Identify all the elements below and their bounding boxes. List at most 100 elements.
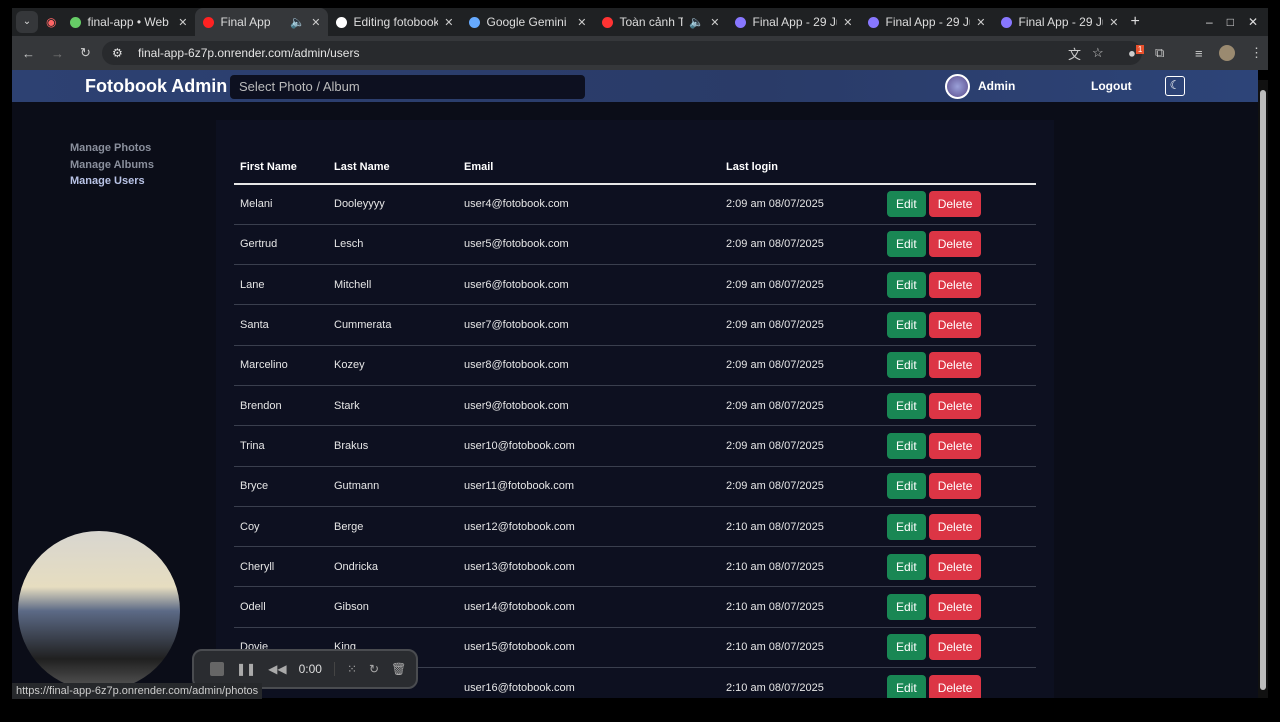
audio-icon[interactable]: 🔈 bbox=[290, 15, 306, 29]
tab-2[interactable]: Editing fotobook ✕ bbox=[328, 8, 461, 36]
tab-0[interactable]: final-app • Web ✕ bbox=[62, 8, 195, 36]
forward-icon[interactable]: → bbox=[51, 45, 64, 61]
delete-button[interactable]: Delete bbox=[928, 432, 982, 459]
extension-icon[interactable]: ● 1 bbox=[1128, 45, 1145, 61]
edit-button[interactable]: Edit bbox=[887, 312, 926, 339]
stop-icon[interactable] bbox=[210, 662, 224, 676]
media-control-icon[interactable]: ≡ bbox=[1195, 45, 1203, 61]
cell-last-login: 2:09 am 08/07/2025 bbox=[720, 385, 881, 427]
rewind-icon[interactable]: ◀◀ bbox=[268, 662, 287, 676]
grid-icon[interactable]: ⁙ bbox=[333, 662, 357, 676]
restart-icon[interactable]: ↻ bbox=[369, 662, 380, 676]
table-row: Melani Dooleyyyy user4@fotobook.com 2:09 am… bbox=[234, 184, 1036, 225]
tab-close-icon[interactable]: ✕ bbox=[843, 16, 853, 29]
cell-last-login: 2:10 am 08/07/2025 bbox=[720, 546, 881, 588]
sidebar-item-users[interactable]: Manage Users bbox=[70, 175, 145, 187]
sidebar: Manage Photos Manage Albums Manage Users bbox=[70, 140, 154, 190]
cell-actions: Edit Delete bbox=[881, 304, 1036, 346]
tab-close-icon[interactable]: ✕ bbox=[976, 16, 986, 29]
delete-button[interactable]: Delete bbox=[928, 553, 982, 580]
edit-button[interactable]: Edit bbox=[887, 392, 926, 419]
tab-4[interactable]: Toàn cảnh Th 🔈 ✕ bbox=[594, 8, 727, 36]
edit-button[interactable]: Edit bbox=[887, 473, 926, 500]
extensions-puzzle-icon[interactable]: ⧉ bbox=[1155, 45, 1165, 60]
record-icon[interactable]: ◉ bbox=[46, 15, 57, 29]
cell-email: user5@fotobook.com bbox=[458, 224, 720, 266]
logout-link[interactable]: Logout bbox=[1091, 79, 1132, 93]
tab-close-icon[interactable]: ✕ bbox=[178, 16, 188, 29]
sidebar-item-albums[interactable]: Manage Albums bbox=[70, 158, 154, 171]
tab-5[interactable]: Final App - 29 Ju ✕ bbox=[727, 8, 860, 36]
tab-close-icon[interactable]: ✕ bbox=[311, 16, 321, 29]
trash-icon[interactable]: 🗑 bbox=[391, 662, 407, 676]
tab-title: final-app • Web bbox=[87, 15, 169, 29]
delete-button[interactable]: Delete bbox=[928, 594, 982, 621]
header-actions bbox=[881, 150, 1036, 185]
edit-button[interactable]: Edit bbox=[887, 594, 926, 621]
menu-icon[interactable]: ⋮ bbox=[1250, 45, 1263, 60]
delete-button[interactable]: Delete bbox=[928, 473, 982, 500]
cell-email: user14@fotobook.com bbox=[458, 586, 720, 628]
edit-button[interactable]: Edit bbox=[887, 271, 926, 298]
edit-button[interactable]: Edit bbox=[887, 231, 926, 258]
reload-icon[interactable]: ↻ bbox=[80, 45, 91, 60]
brand-title[interactable]: Fotobook Admin bbox=[85, 76, 228, 96]
cell-last-login: 2:10 am 08/07/2025 bbox=[720, 667, 881, 698]
cell-actions: Edit Delete bbox=[881, 627, 1036, 669]
moon-icon: ☾ bbox=[1169, 78, 1181, 92]
edit-button[interactable]: Edit bbox=[887, 191, 926, 218]
cell-email: user9@fotobook.com bbox=[458, 385, 720, 427]
delete-button[interactable]: Delete bbox=[928, 634, 982, 661]
cell-email: user16@fotobook.com bbox=[458, 667, 720, 698]
dark-mode-toggle[interactable]: ☾ bbox=[1165, 76, 1185, 96]
tab-3[interactable]: Google Gemini ✕ bbox=[461, 8, 594, 36]
tab-7[interactable]: Final App - 29 Ju ✕ bbox=[993, 8, 1126, 36]
translate-icon[interactable]: 文 bbox=[1068, 46, 1082, 62]
back-icon[interactable]: ← bbox=[22, 45, 35, 61]
scrollbar-thumb[interactable] bbox=[1260, 90, 1266, 690]
profile-avatar[interactable] bbox=[1219, 45, 1235, 61]
tab-close-icon[interactable]: ✕ bbox=[710, 16, 720, 29]
maximize-button[interactable]: □ bbox=[1226, 15, 1234, 29]
table-row: Gertrud Lesch user5@fotobook.com 2:09 am 08… bbox=[234, 224, 1036, 266]
delete-button[interactable]: Delete bbox=[928, 312, 982, 339]
pause-icon[interactable]: ❚❚ bbox=[236, 662, 257, 676]
tab-close-icon[interactable]: ✕ bbox=[577, 16, 587, 29]
minimize-button[interactable]: – bbox=[1206, 15, 1213, 29]
tab-6[interactable]: Final App - 29 Ju ✕ bbox=[860, 8, 993, 36]
tab-close-icon[interactable]: ✕ bbox=[444, 16, 454, 29]
new-tab-button[interactable]: + bbox=[1130, 13, 1140, 30]
cell-first-name: Cheryll bbox=[234, 546, 328, 588]
tab-close-icon[interactable]: ✕ bbox=[1109, 16, 1119, 29]
bookmark-star-icon[interactable]: ☆ bbox=[1092, 45, 1104, 60]
audio-icon[interactable]: 🔈 bbox=[689, 15, 705, 29]
avatar[interactable] bbox=[945, 74, 970, 99]
tab-search-button[interactable]: ⌄ bbox=[16, 11, 38, 33]
close-window-button[interactable]: ✕ bbox=[1247, 15, 1258, 29]
delete-button[interactable]: Delete bbox=[928, 231, 982, 258]
edit-button[interactable]: Edit bbox=[887, 553, 926, 580]
edit-button[interactable]: Edit bbox=[887, 634, 926, 661]
cell-last-name: Stark bbox=[328, 385, 458, 427]
delete-button[interactable]: Delete bbox=[928, 271, 982, 298]
delete-button[interactable]: Delete bbox=[928, 191, 982, 218]
delete-button[interactable]: Delete bbox=[928, 392, 982, 419]
search-input[interactable]: Select Photo / Album bbox=[230, 75, 585, 99]
scrollbar[interactable] bbox=[1258, 80, 1268, 698]
tab-1[interactable]: Final App 🔈 ✕ bbox=[195, 8, 329, 36]
edit-button[interactable]: Edit bbox=[887, 513, 926, 540]
edit-button[interactable]: Edit bbox=[887, 352, 926, 379]
table-row: Odell Gibson user14@fotobook.com 2:10 am 08… bbox=[234, 586, 1036, 628]
cell-email: user13@fotobook.com bbox=[458, 546, 720, 588]
edit-button[interactable]: Edit bbox=[887, 432, 926, 459]
youtube-icon bbox=[602, 16, 614, 28]
user-name[interactable]: Admin bbox=[978, 79, 1016, 93]
delete-button[interactable]: Delete bbox=[928, 513, 982, 540]
edit-button[interactable]: Edit bbox=[887, 674, 926, 698]
cell-email: user7@fotobook.com bbox=[458, 304, 720, 346]
site-info-icon[interactable]: ⚙ bbox=[112, 46, 123, 60]
address-bar[interactable]: ⚙ final-app-6z7p.onrender.com/admin/users bbox=[102, 41, 1142, 65]
delete-button[interactable]: Delete bbox=[928, 352, 982, 379]
sidebar-item-photos[interactable]: Manage Photos bbox=[70, 142, 152, 154]
delete-button[interactable]: Delete bbox=[928, 674, 982, 698]
